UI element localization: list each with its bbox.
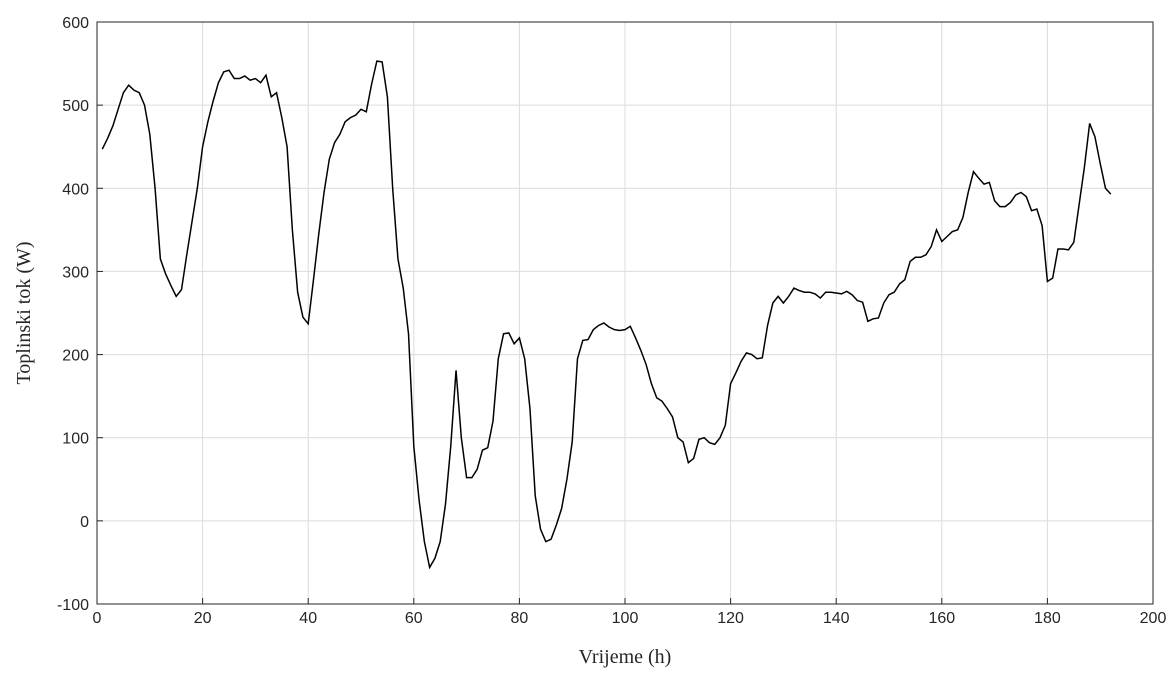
x-axis-label: Vrijeme (h) (579, 646, 672, 668)
x-tick-label: 120 (717, 610, 744, 627)
y-tick-label: 400 (62, 181, 89, 198)
x-tick-label: 80 (511, 610, 529, 627)
y-axis-label: Toplinski tok (W) (13, 241, 35, 384)
x-tick-label: 140 (823, 610, 850, 627)
x-tick-label: 200 (1140, 610, 1167, 627)
x-tick-label: 60 (405, 610, 423, 627)
x-tick-label: 160 (928, 610, 955, 627)
y-tick-label: 200 (62, 348, 89, 365)
y-tick-label: 300 (62, 264, 89, 281)
data-line (101, 60, 1112, 570)
y-tick-label: 600 (62, 15, 89, 32)
x-tick-label: 100 (612, 610, 639, 627)
y-tick-label: 0 (80, 514, 89, 531)
x-tick-label: 40 (299, 610, 317, 627)
x-tick-label: 180 (1034, 610, 1061, 627)
axes-box (96, 21, 1154, 605)
x-tick-label: 20 (194, 610, 212, 627)
x-tick-label: 0 (93, 610, 102, 627)
y-tick-label: 500 (62, 98, 89, 115)
y-tick-label: 100 (62, 431, 89, 448)
y-tick-label: -100 (57, 597, 89, 614)
